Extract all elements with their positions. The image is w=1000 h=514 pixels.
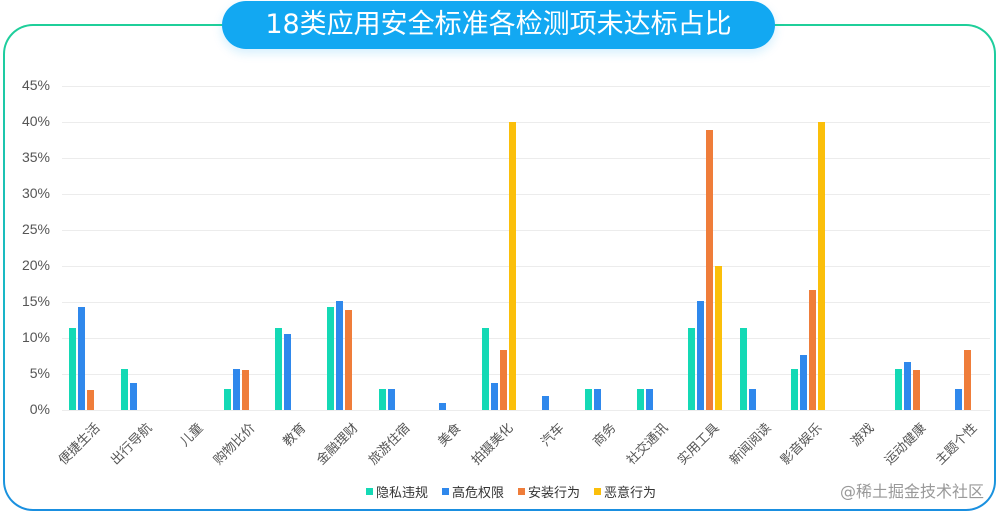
bar[interactable] (791, 368, 799, 410)
bar[interactable] (706, 129, 714, 410)
bar[interactable] (645, 389, 653, 410)
bar[interactable] (87, 389, 94, 410)
gridline (62, 158, 990, 159)
y-tick-label: 25% (21, 221, 50, 237)
bar[interactable] (739, 327, 747, 410)
bar[interactable] (542, 396, 550, 410)
bar[interactable] (800, 355, 808, 410)
bar[interactable] (955, 389, 963, 410)
bar[interactable] (284, 334, 292, 410)
legend-swatch (594, 488, 602, 495)
chart-title: 18类应用安全标准各检测项未达标占比 (222, 1, 775, 49)
legend-swatch (442, 488, 450, 495)
legend-label: 隐私违规 (376, 486, 429, 501)
legend-item[interactable]: 高危权限 (442, 482, 504, 501)
gridline (62, 266, 990, 267)
bar[interactable] (223, 389, 231, 410)
legend-item[interactable]: 恶意行为 (594, 482, 656, 501)
gridline (62, 122, 990, 123)
bar[interactable] (241, 369, 249, 410)
bar[interactable] (748, 389, 756, 410)
legend: 隐私违规 高危权限 安装行为 恶意行为 (366, 482, 656, 501)
gridline (62, 374, 990, 375)
bar[interactable] (232, 368, 240, 410)
legend-label: 高危权限 (452, 486, 505, 501)
legend-swatch (366, 488, 373, 495)
gridline (62, 86, 990, 87)
bar[interactable] (387, 389, 395, 410)
chart-frame (3, 24, 996, 511)
bar[interactable] (688, 327, 696, 410)
y-tick-label: 40% (21, 113, 50, 129)
bar[interactable] (818, 122, 826, 410)
bar[interactable] (594, 389, 601, 410)
bar[interactable] (912, 369, 920, 410)
bar[interactable] (715, 266, 723, 410)
legend-item[interactable]: 安装行为 (518, 482, 580, 501)
legend-label: 安装行为 (528, 486, 581, 501)
y-tick-label: 35% (21, 149, 50, 165)
bar[interactable] (499, 350, 507, 410)
y-tick-label: 0% (29, 401, 50, 417)
bar[interactable] (894, 368, 902, 410)
y-tick-label: 5% (29, 365, 50, 381)
bar[interactable] (903, 361, 911, 410)
y-tick-label: 10% (21, 329, 50, 345)
bar[interactable] (69, 327, 76, 410)
legend-swatch (518, 488, 526, 495)
bar[interactable] (378, 389, 386, 410)
gridline (62, 230, 990, 231)
bar[interactable] (697, 300, 705, 410)
y-tick-label: 20% (21, 257, 50, 273)
bar[interactable] (120, 368, 128, 410)
y-tick-label: 15% (21, 293, 50, 309)
bar[interactable] (345, 309, 352, 410)
legend-label: 恶意行为 (604, 486, 657, 501)
bar[interactable] (275, 327, 283, 410)
watermark: @稀土掘金技术社区 (839, 482, 984, 501)
bar[interactable] (129, 382, 137, 410)
bar[interactable] (585, 389, 592, 410)
bar[interactable] (809, 289, 817, 410)
bar[interactable] (490, 382, 498, 410)
bar[interactable] (508, 122, 516, 410)
bar[interactable] (327, 307, 334, 410)
bar[interactable] (964, 350, 972, 410)
gridline (62, 410, 990, 411)
bar[interactable] (78, 307, 85, 410)
gridline (62, 302, 990, 303)
y-tick-label: 30% (21, 185, 50, 201)
y-tick-label: 45% (21, 77, 50, 93)
gridline (62, 338, 990, 339)
bar[interactable] (439, 402, 447, 410)
gridline (62, 194, 990, 195)
bar[interactable] (636, 389, 644, 410)
bar[interactable] (336, 300, 343, 410)
bar[interactable] (481, 327, 489, 410)
legend-item[interactable]: 隐私违规 (366, 482, 428, 501)
